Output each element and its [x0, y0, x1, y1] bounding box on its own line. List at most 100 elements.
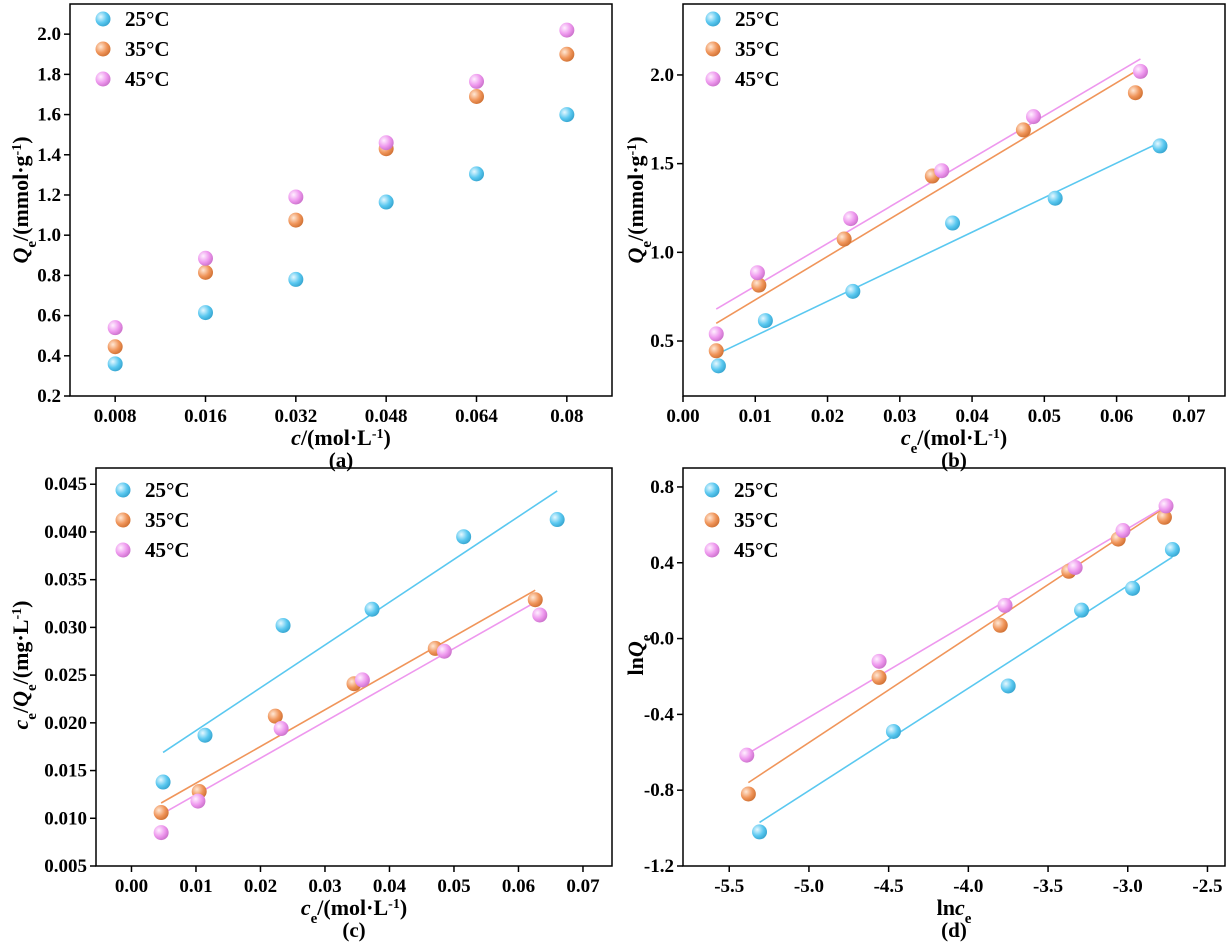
legend-label: 45°C [125, 67, 170, 91]
legend-label: 25°C [735, 7, 780, 31]
legend-label: 25°C [734, 478, 779, 502]
data-point-25C [1152, 138, 1168, 154]
legend-marker-25C [704, 482, 720, 498]
x-axis-title: lnce [937, 895, 972, 927]
y-tick-label: 0.040 [44, 522, 87, 543]
data-point-45C [934, 163, 950, 179]
y-axis-title: Qe/(mmol·g-1) [8, 136, 40, 263]
x-tick-label: 0.08 [550, 406, 583, 427]
panel-caption: (c) [342, 918, 365, 942]
data-point-25C [559, 107, 575, 123]
data-point-35C [836, 231, 852, 247]
y-tick-label: 1.5 [650, 154, 674, 175]
data-point-35C [1015, 122, 1031, 138]
x-tick-label: -3.0 [1113, 876, 1143, 897]
data-point-25C [1074, 602, 1090, 618]
fit-line-25C [759, 556, 1173, 824]
x-tick-label: -3.5 [1033, 876, 1063, 897]
y-tick-label: 2.0 [37, 24, 61, 45]
panel-a: Qe/(mmol·g-1) c/(mol·L-1) (a) 0.008 0.016… [8, 3, 613, 472]
data-point-35C [708, 343, 724, 359]
x-tick-label: 0.03 [883, 406, 916, 427]
panel-c: ce/Qe/(mg·L-1) ce/(mol·L-1) (c) 0.00 0.01… [8, 467, 613, 942]
legend-label: 35°C [145, 508, 190, 532]
data-point-35C [751, 277, 767, 293]
fit-line-45C [715, 58, 1141, 310]
x-tick-label: -5.0 [794, 876, 824, 897]
plot-frame [682, 3, 1226, 397]
data-point-25C [364, 601, 380, 617]
fit-line-35C [160, 589, 536, 804]
x-tick-label: 0.05 [1028, 406, 1061, 427]
x-tick-label: 0.07 [1172, 406, 1206, 427]
y-tick-label: 1.0 [650, 242, 674, 263]
data-point-25C [378, 194, 394, 210]
data-point-45C [749, 265, 765, 281]
x-tick-label: 0.032 [274, 406, 317, 427]
legend-marker-25C [705, 11, 721, 27]
legend-label: 35°C [734, 508, 779, 532]
legend-label: 25°C [125, 7, 170, 31]
fit-line-45C [160, 599, 541, 816]
y-tick-label: 2.0 [650, 65, 674, 86]
legend-label: 25°C [145, 478, 190, 502]
x-tick-label: 0.048 [365, 406, 408, 427]
data-point-45C [288, 189, 304, 205]
data-point-45C [378, 135, 394, 151]
y-tick-label: -0.8 [644, 780, 674, 801]
data-point-45C [198, 250, 213, 266]
fit-line-25C [162, 490, 558, 754]
data-point-25C [288, 271, 304, 287]
x-tick-label: 0.02 [811, 406, 844, 427]
data-point-35C [107, 339, 123, 355]
data-point-35C [469, 88, 484, 104]
x-tick-label: 0.07 [566, 876, 600, 897]
legend-marker-45C [704, 542, 720, 558]
data-point-45C [273, 721, 289, 737]
x-tick-label: 0.04 [373, 876, 407, 897]
legend-label: 45°C [734, 538, 779, 562]
y-tick-label: 0.8 [37, 265, 61, 286]
y-tick-label: 0.015 [44, 761, 87, 782]
y-tick-label: 0.8 [650, 477, 674, 498]
y-tick-label: 0.2 [37, 386, 61, 407]
data-point-45C [1132, 63, 1148, 79]
y-tick-label: 0.5 [650, 331, 674, 352]
data-point-45C [153, 825, 169, 841]
data-point-45C [436, 643, 452, 659]
data-point-45C [532, 607, 548, 623]
data-point-35C [992, 617, 1008, 633]
data-point-25C [107, 356, 123, 372]
data-point-45C [1067, 560, 1083, 575]
data-point-25C [945, 215, 961, 231]
x-axis-title: c/(mol·L-1) [291, 425, 391, 450]
x-tick-label: 0.06 [1100, 406, 1133, 427]
data-point-45C [708, 326, 724, 342]
y-tick-label: 1.4 [37, 145, 61, 166]
data-point-25C [197, 727, 213, 743]
x-tick-label: 0.016 [184, 406, 227, 427]
data-point-25C [1047, 190, 1063, 206]
y-tick-label: -0.4 [644, 704, 675, 725]
data-point-45C [469, 73, 484, 89]
y-tick-label: 1.6 [37, 105, 61, 126]
plot-frame [682, 467, 1226, 867]
y-axis-title: lnQe [623, 634, 655, 675]
y-tick-label: 1.0 [37, 225, 61, 246]
data-point-45C [1115, 523, 1131, 539]
x-tick-label: 0.06 [502, 876, 535, 897]
x-axis-title: ce/(mol·L-1) [901, 425, 1007, 457]
y-axis-title: ce/Qe/(mg·L-1) [8, 601, 40, 730]
panel-b: Qe/(mmol·g-1) ce/(mol·L-1) (b) 0.00 0.01 0… [623, 3, 1226, 472]
data-point-45C [559, 22, 575, 38]
y-tick-label: 0.010 [44, 808, 87, 829]
legend-label: 35°C [735, 37, 780, 61]
data-point-25C [1125, 580, 1141, 596]
y-tick-label: 1.2 [37, 185, 61, 206]
y-tick-label: 0.035 [44, 570, 87, 591]
data-point-25C [549, 512, 565, 528]
data-point-25C [845, 283, 861, 299]
fit-line-25C [718, 141, 1161, 355]
legend-marker-45C [115, 542, 131, 558]
